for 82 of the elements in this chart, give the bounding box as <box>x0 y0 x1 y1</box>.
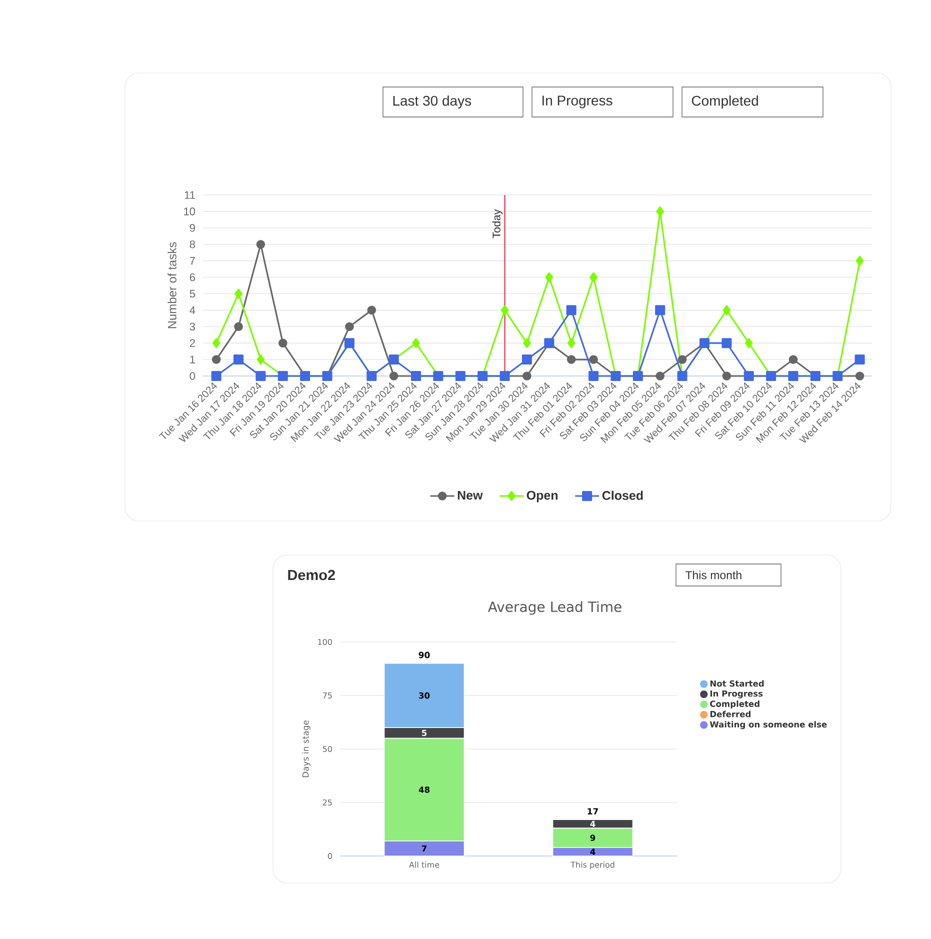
point <box>345 322 354 332</box>
text: Last 30 days <box>393 95 472 109</box>
y-tick-label: 6 <box>190 273 196 282</box>
y-tick-label: 9 <box>190 224 195 232</box>
point <box>412 338 420 348</box>
point <box>256 354 265 365</box>
y-tick-label: 25 <box>322 799 332 806</box>
point <box>212 355 221 364</box>
total-label: 17 <box>588 808 598 814</box>
y-axis-title: Days in stage <box>302 720 310 778</box>
data-label: 7 <box>422 845 426 852</box>
point <box>234 354 244 365</box>
y-axis-title: Number of tasks <box>168 242 176 328</box>
y-tick-label: 5 <box>190 290 196 298</box>
y-tick-label: 4 <box>190 306 196 314</box>
point <box>545 272 554 282</box>
point <box>589 355 598 364</box>
legend-label: Waiting on someone else <box>710 721 827 730</box>
data-label: 5 <box>422 730 427 736</box>
point <box>567 338 576 348</box>
y-tick-label: 100 <box>318 638 332 646</box>
point <box>278 338 288 348</box>
point <box>722 338 732 348</box>
text: In Progress <box>542 96 612 108</box>
y-tick-label: 75 <box>322 692 332 698</box>
point <box>656 206 664 216</box>
y-tick-label: 7 <box>190 257 195 265</box>
point <box>678 355 687 364</box>
point <box>522 372 532 380</box>
x-tick-label: This period <box>570 862 614 870</box>
point <box>722 305 731 316</box>
point <box>566 305 576 316</box>
legend-label: Closed <box>602 490 643 500</box>
point <box>389 372 398 380</box>
total-label: 90 <box>418 652 430 658</box>
point <box>234 288 242 299</box>
chart-title: Average Lead Time <box>488 601 622 615</box>
point <box>500 305 509 316</box>
text: This month <box>685 570 742 580</box>
point <box>566 355 576 364</box>
data-label: 4 <box>590 820 596 827</box>
point <box>744 338 753 348</box>
point <box>523 338 531 348</box>
point <box>256 370 266 381</box>
point <box>854 354 865 365</box>
y-tick-label: 2 <box>190 339 195 347</box>
point <box>655 305 666 316</box>
y-tick-label: 8 <box>190 240 196 248</box>
ref-line-label: Today <box>492 209 503 238</box>
legend-label: Not Started <box>710 680 764 687</box>
legend-label: Open <box>526 490 558 502</box>
point <box>367 306 376 315</box>
point <box>590 272 598 282</box>
point <box>656 372 664 380</box>
point <box>588 370 599 381</box>
point <box>788 355 798 364</box>
y-tick-label: 0 <box>190 372 196 380</box>
data-label: 30 <box>419 692 430 699</box>
x-tick-label: All time <box>409 862 440 868</box>
legend-label: Completed <box>710 700 760 709</box>
data-label: 4 <box>590 848 596 855</box>
text: Demo2 <box>288 570 335 580</box>
y-tick-label: 1 <box>190 356 195 364</box>
y-tick-label: 10 <box>184 208 196 216</box>
point <box>212 338 220 348</box>
point <box>522 354 532 365</box>
text: Completed <box>692 95 758 109</box>
point <box>722 372 732 380</box>
data-label: 9 <box>590 834 596 841</box>
point <box>234 322 243 332</box>
point <box>855 372 864 380</box>
y-tick-label: 11 <box>184 191 195 199</box>
y-tick-label: 0 <box>328 852 332 860</box>
data-label: 48 <box>418 786 430 793</box>
legend-label: In Progress <box>710 690 763 698</box>
y-tick-label: 50 <box>322 746 332 752</box>
legend-label: Deferred <box>710 710 750 718</box>
legend-label: New <box>458 490 483 500</box>
point <box>256 240 266 249</box>
point <box>211 370 222 381</box>
point <box>856 256 864 266</box>
y-tick-label: 3 <box>190 322 196 331</box>
